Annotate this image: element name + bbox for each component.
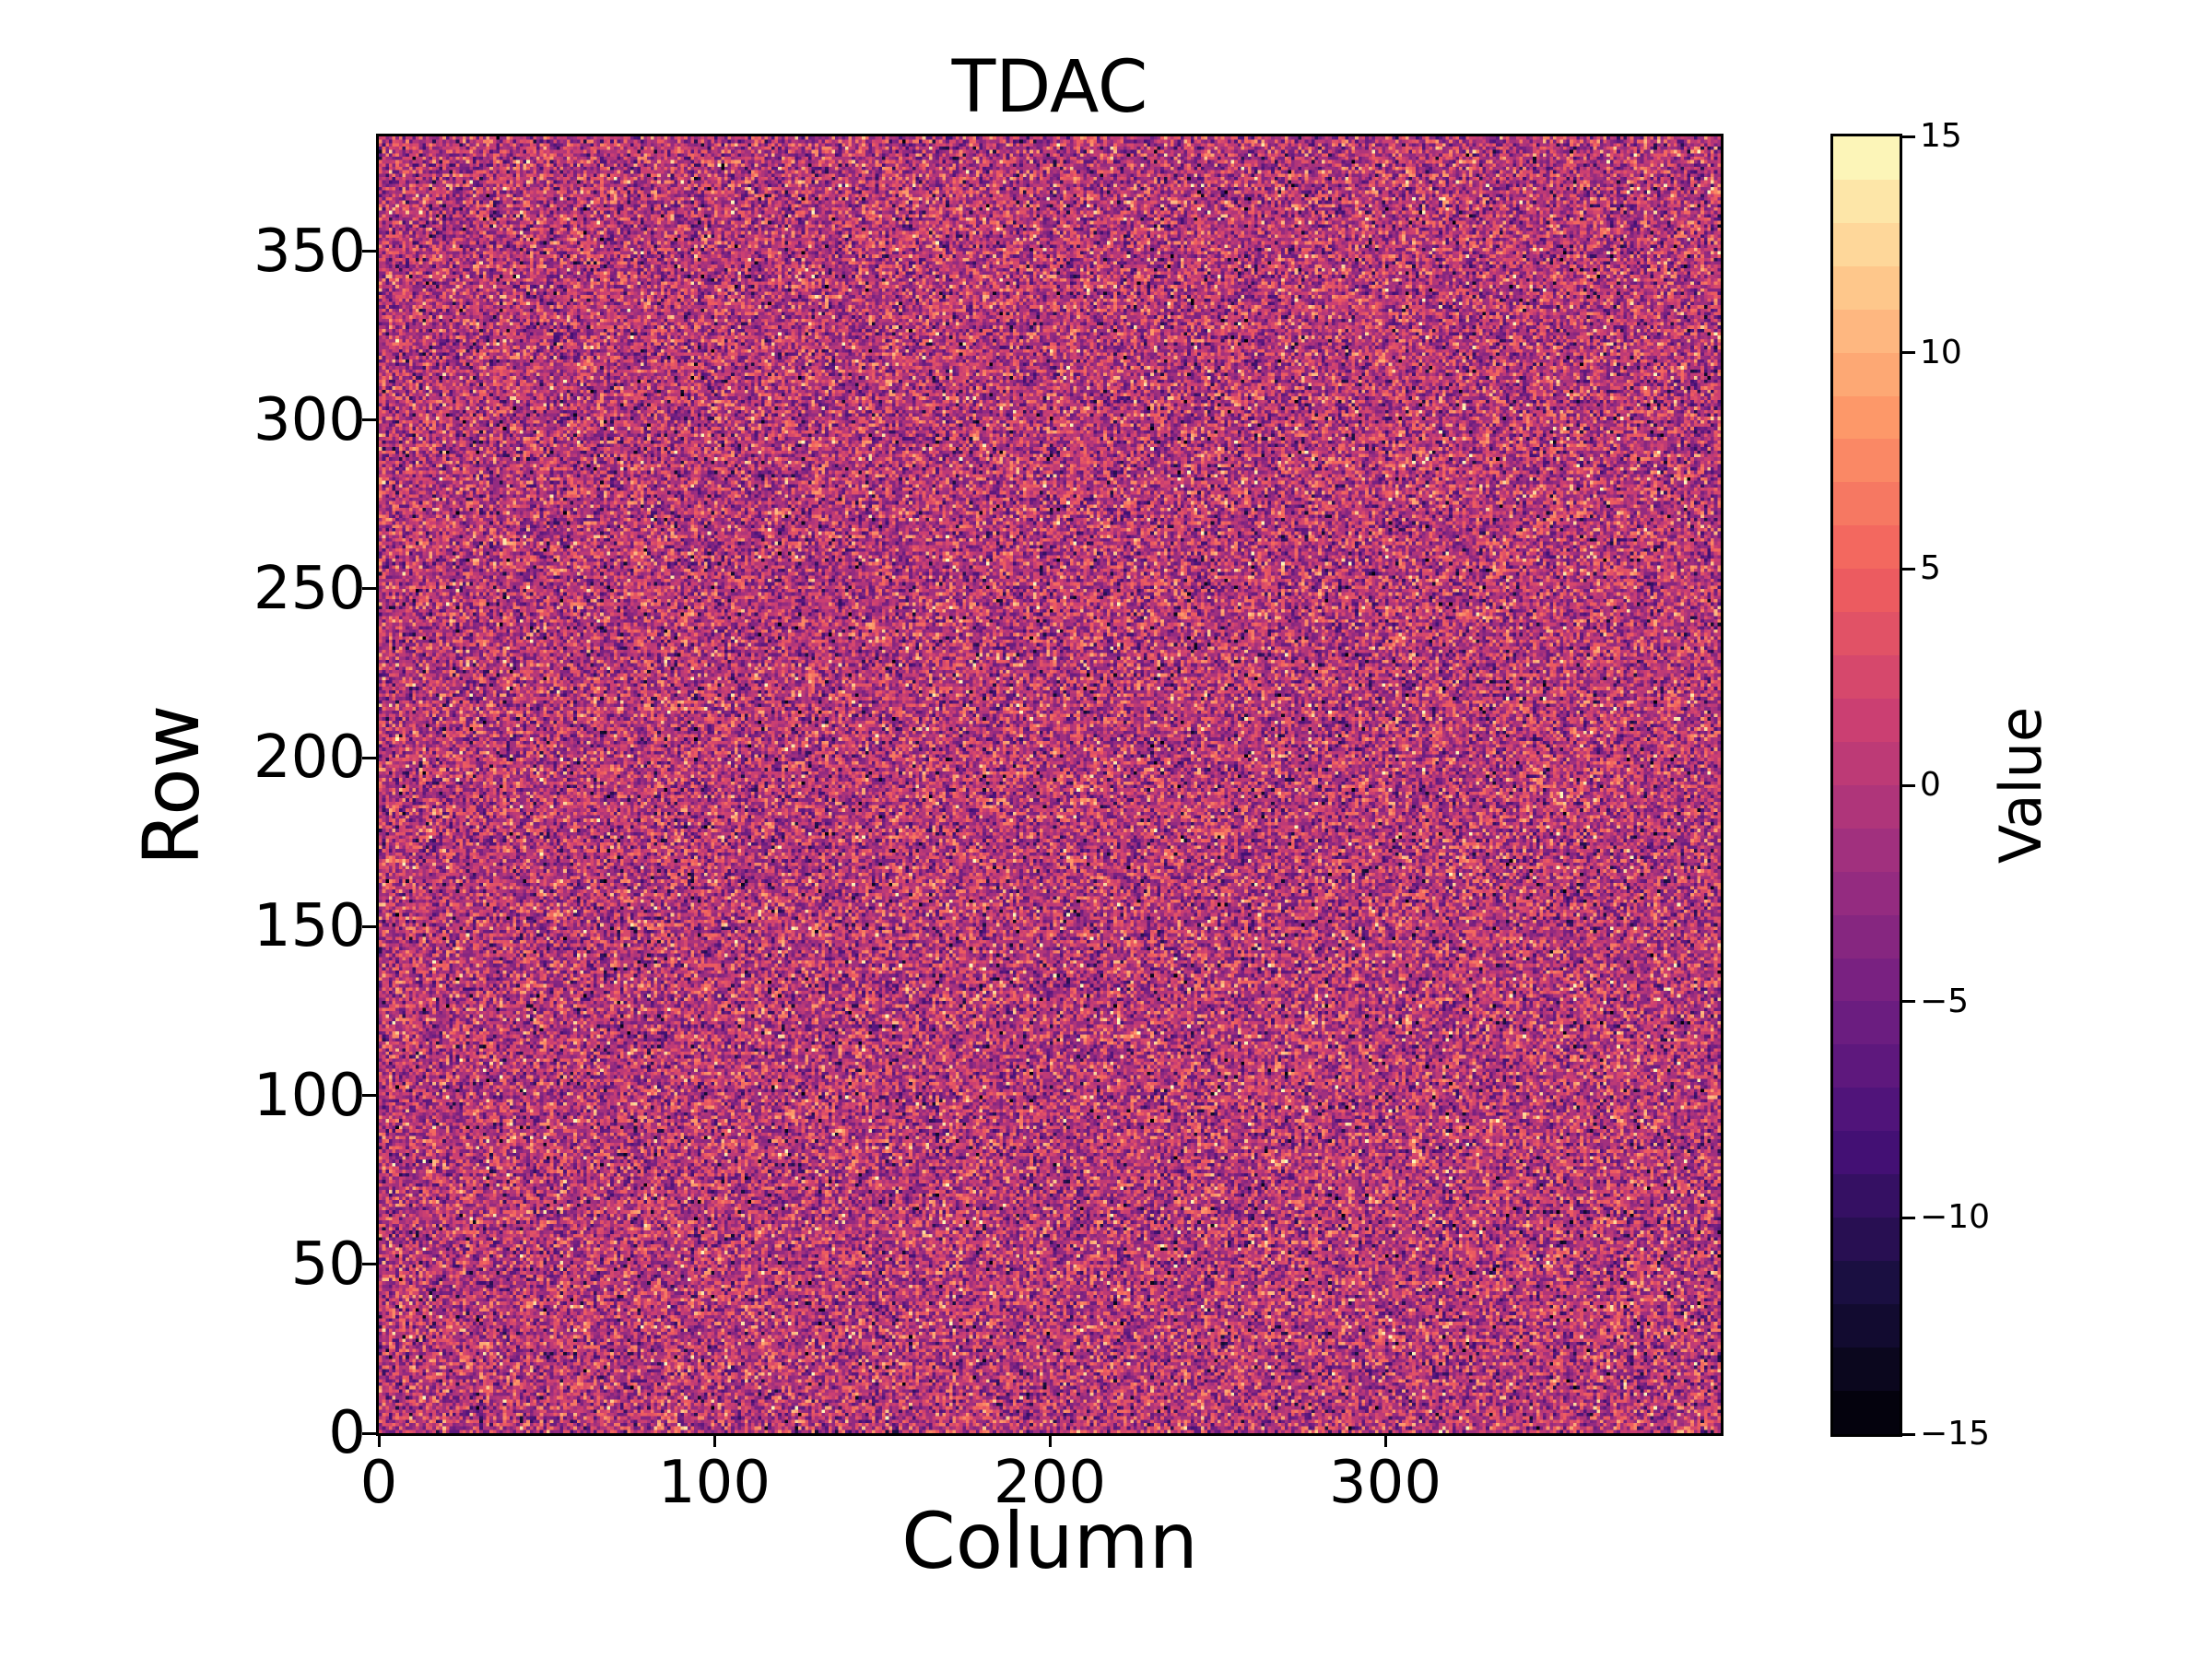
colorbar-band [1833,1131,1900,1175]
colorbar [1830,134,1902,1437]
colorbar-band [1833,828,1900,872]
colorbar-tick-label: −5 [1920,982,1970,1020]
x-tick-label: 100 [657,1449,771,1517]
y-tick-label: 250 [253,554,366,623]
colorbar-band [1833,1044,1900,1088]
colorbar-band [1833,914,1900,959]
colorbar-band [1833,136,1900,180]
colorbar-band [1833,698,1900,742]
x-tick-label: 300 [1328,1449,1442,1517]
y-tick-label: 350 [253,217,366,286]
x-tick-mark [1048,1433,1052,1447]
y-tick-mark [362,756,376,759]
colorbar-band [1833,958,1900,1002]
colorbar-band [1833,871,1900,915]
y-axis-label: Row [126,704,217,865]
x-tick-label: 0 [359,1449,398,1517]
colorbar-band [1833,1174,1900,1218]
colorbar-tick-label: 15 [1920,117,1962,155]
plot-area [376,134,1724,1436]
colorbar-band [1833,482,1900,526]
y-tick-label: 0 [328,1399,366,1467]
y-tick-label: 300 [253,385,366,454]
y-tick-label: 200 [253,724,366,793]
colorbar-tick-mark [1902,1000,1915,1004]
colorbar-band [1833,784,1900,829]
colorbar-tick-mark [1902,351,1915,355]
colorbar-band [1833,1390,1900,1434]
colorbar-band [1833,179,1900,223]
colorbar-band [1833,1001,1900,1045]
colorbar-band [1833,569,1900,613]
colorbar-tick-label: −15 [1920,1415,1990,1453]
colorbar-band [1833,352,1900,396]
y-tick-mark [362,924,376,928]
chart-title: TDAC [951,46,1148,129]
colorbar-tick-label: −10 [1920,1198,1990,1237]
x-tick-mark [377,1433,381,1447]
colorbar-band [1833,395,1900,440]
colorbar-band [1833,439,1900,483]
y-tick-label: 100 [253,1061,366,1130]
colorbar-tick-label: 10 [1920,333,1962,371]
colorbar-label: Value [1987,706,2054,865]
y-tick-mark [362,1431,376,1435]
colorbar-band [1833,1303,1900,1347]
colorbar-band [1833,1260,1900,1304]
colorbar-band [1833,1218,1900,1261]
y-tick-label: 50 [290,1230,366,1299]
y-tick-mark [362,1094,376,1098]
colorbar-tick-mark [1902,783,1915,787]
colorbar-band [1833,655,1900,699]
y-tick-label: 150 [253,892,366,961]
colorbar-tick-label: 5 [1920,549,1941,588]
colorbar-band [1833,612,1900,656]
y-tick-mark [362,587,376,591]
colorbar-tick-mark [1902,1432,1915,1436]
x-tick-mark [712,1433,716,1447]
x-axis-label: Column [901,1496,1198,1586]
y-tick-mark [362,1263,376,1266]
colorbar-tick-mark [1902,1216,1915,1219]
y-tick-mark [362,250,376,253]
colorbar-band [1833,741,1900,785]
x-tick-label: 200 [993,1449,1107,1517]
colorbar-band [1833,1088,1900,1132]
colorbar-tick-label: 0 [1920,766,1941,804]
colorbar-tick-mark [1902,567,1915,571]
x-tick-mark [1383,1433,1387,1447]
colorbar-band [1833,309,1900,353]
heatmap-image [379,136,1721,1433]
colorbar-band [1833,265,1900,310]
colorbar-tick-mark [1902,135,1915,138]
colorbar-band [1833,1347,1900,1391]
colorbar-band [1833,525,1900,570]
colorbar-band [1833,222,1900,266]
y-tick-mark [362,418,376,422]
